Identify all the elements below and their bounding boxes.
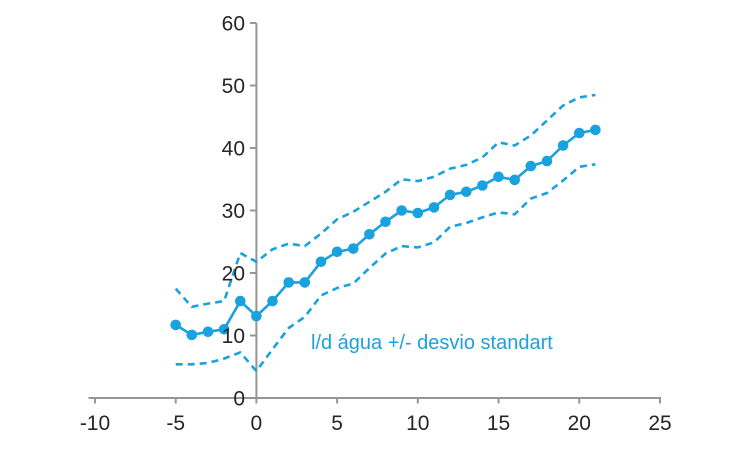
data-point-marker	[557, 140, 569, 151]
data-point-marker	[461, 186, 472, 198]
data-point-marker	[541, 155, 553, 167]
y-axis-tick-label: 50	[222, 75, 245, 98]
lower-sd-line	[175, 163, 596, 373]
x-axis-tick-label: -10	[80, 412, 110, 435]
data-point-marker	[493, 171, 504, 183]
x-axis-tick-label: 15	[487, 412, 510, 435]
y-axis-tick-label: 10	[222, 325, 245, 348]
y-axis-tick-label: 30	[222, 200, 245, 223]
data-point-marker	[364, 229, 375, 240]
data-point-marker	[331, 246, 343, 258]
data-point-marker	[574, 127, 585, 139]
data-point-marker	[315, 256, 327, 268]
y-axis-tick-label: 40	[222, 138, 245, 161]
x-axis-tick-label: 20	[568, 412, 591, 435]
data-point-marker	[218, 324, 230, 335]
x-axis-tick-label: 25	[648, 412, 671, 435]
data-point-marker	[267, 295, 278, 307]
data-point-marker	[186, 329, 198, 341]
data-point-marker	[251, 310, 262, 322]
data-point-marker	[202, 326, 214, 338]
data-point-marker	[283, 277, 295, 288]
data-point-marker	[509, 174, 520, 186]
data-point-marker	[348, 243, 359, 254]
series-annotation: l/d água +/- desvio standart	[311, 332, 553, 354]
data-point-marker	[299, 277, 311, 288]
data-point-marker	[525, 160, 537, 172]
data-point-marker	[590, 124, 601, 136]
x-axis-tick-label: -5	[166, 412, 185, 435]
data-point-marker	[170, 319, 181, 331]
y-axis-tick-label: 20	[222, 263, 245, 286]
x-axis-tick-label: 5	[331, 412, 343, 435]
data-point-marker	[477, 180, 488, 191]
data-point-marker	[428, 202, 440, 213]
upper-sd-line	[174, 93, 596, 309]
y-axis-tick-label: 0	[233, 388, 245, 411]
data-point-marker	[235, 295, 246, 307]
data-point-marker	[380, 216, 391, 228]
y-axis-tick-label: 60	[222, 13, 245, 36]
data-point-marker	[412, 207, 424, 219]
data-point-marker	[444, 189, 456, 201]
x-axis-tick-label: 0	[251, 412, 263, 435]
data-point-marker	[396, 205, 408, 216]
x-axis-tick-label: 10	[406, 412, 429, 435]
